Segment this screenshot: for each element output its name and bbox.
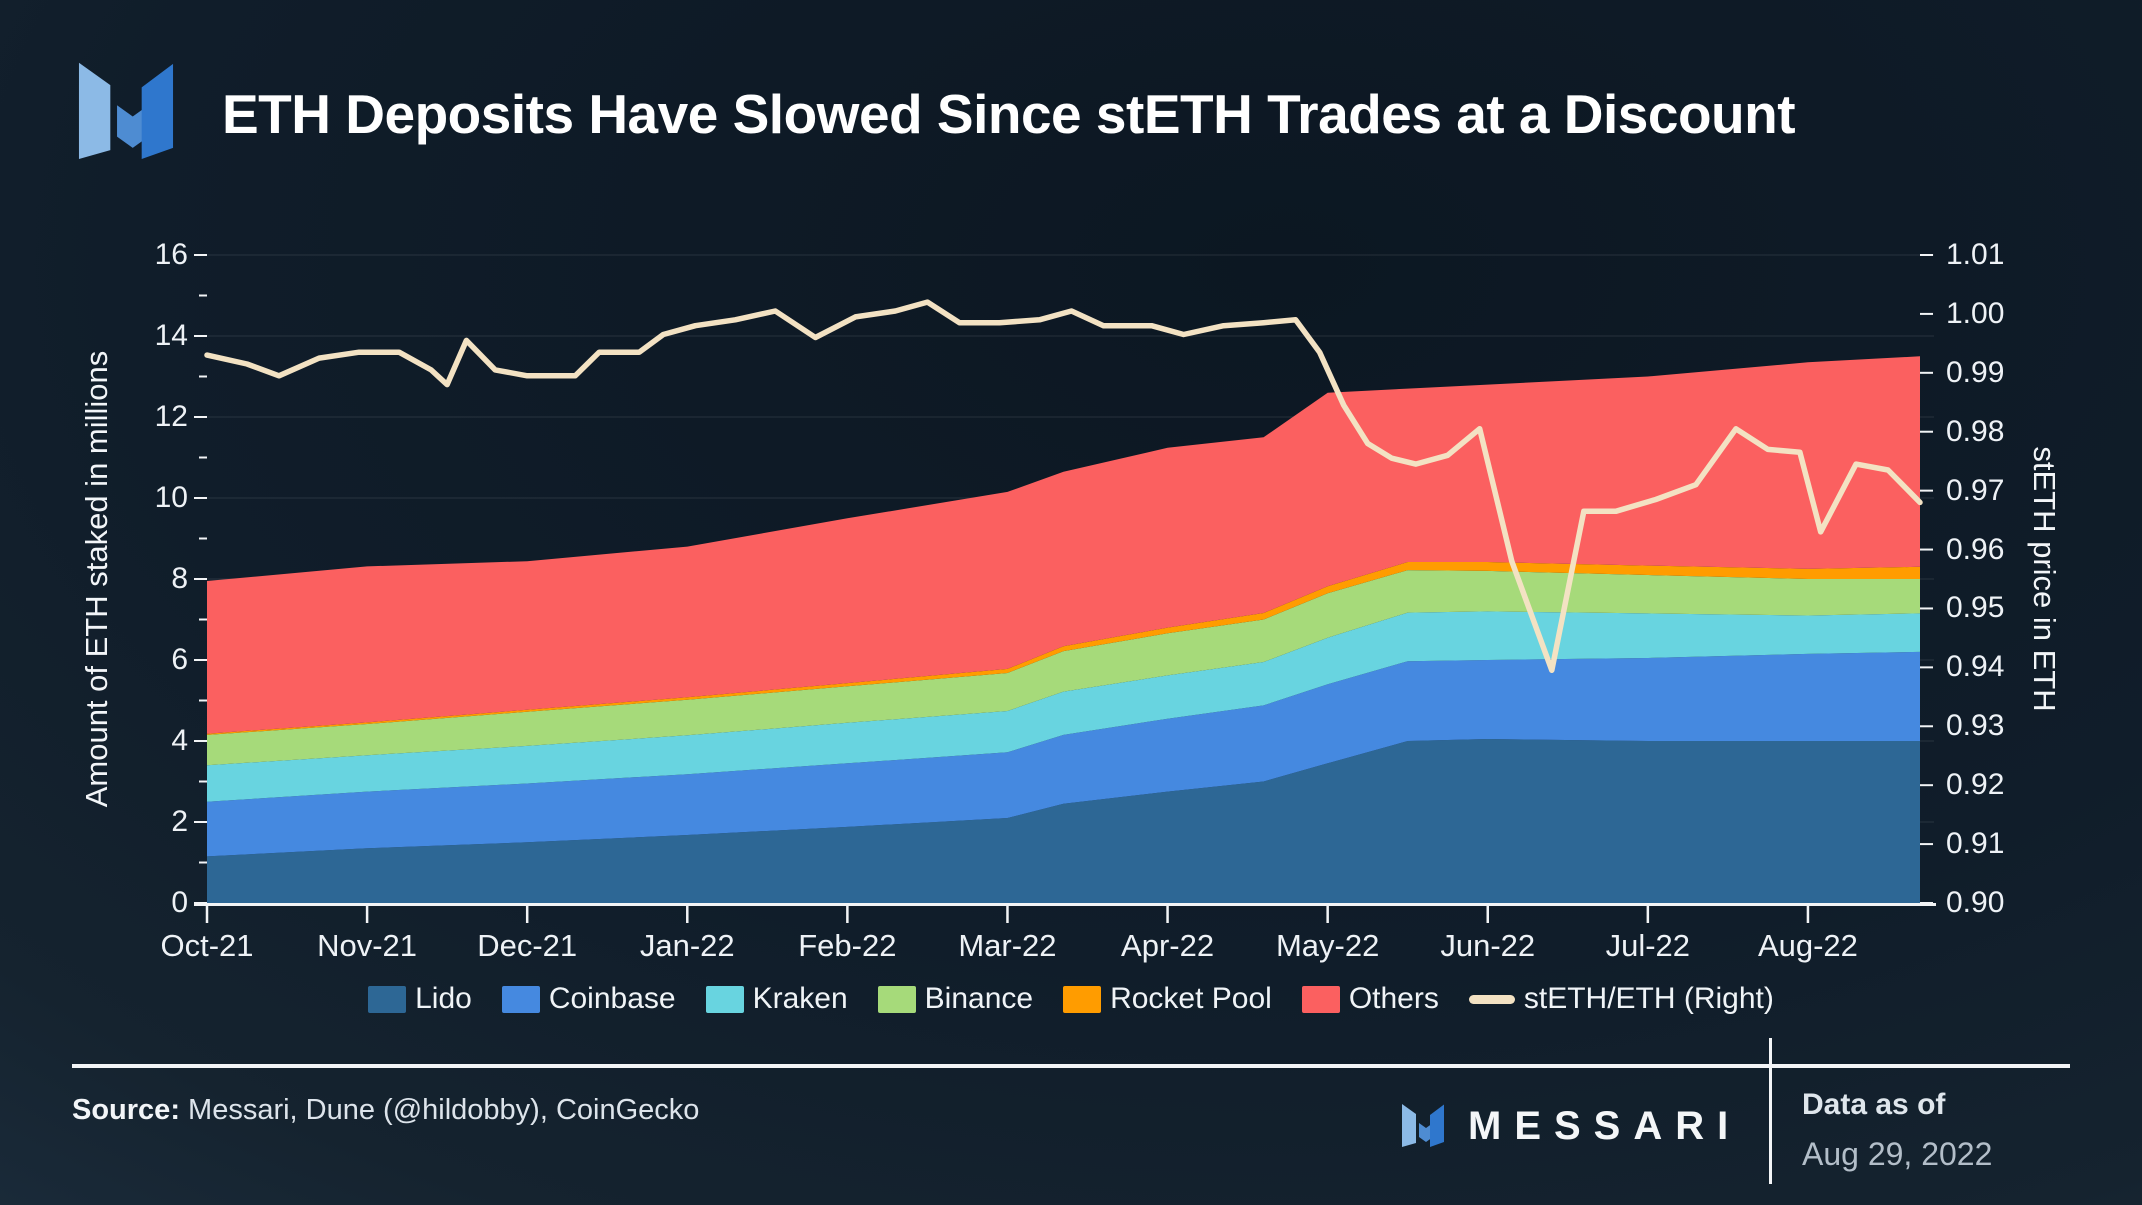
y-left-tick-label: 6	[171, 643, 188, 676]
source-line: Source: Messari, Dune (@hildobby), CoinG…	[72, 1094, 699, 1127]
messari-brand: MESSARI	[1398, 1100, 1741, 1152]
legend-item-steth-eth-right: stETH/ETH (Right)	[1468, 982, 1774, 1016]
y-right-tick-label: 0.94	[1946, 650, 2005, 684]
page-title: ETH Deposits Have Slowed Since stETH Tra…	[222, 83, 1796, 145]
x-axis-tick-label: Mar-22	[958, 928, 1057, 963]
y-right-tick-label: 0.95	[1946, 591, 2005, 625]
area-rocket-pool	[207, 562, 1920, 735]
y-right-tick-label: 0.98	[1946, 414, 2005, 448]
y-right-tick-label: 0.93	[1946, 709, 2005, 743]
legend-item-kraken: Kraken	[705, 982, 848, 1016]
x-axis-tick-label: Jan-22	[639, 928, 735, 963]
x-axis-tick-label: Feb-22	[798, 928, 897, 963]
x-axis-tick-label: Aug-22	[1757, 928, 1858, 963]
x-axis-tick-label: May-22	[1275, 928, 1380, 963]
data-as-of-label: Data as of	[1802, 1088, 1946, 1121]
y-left-tick-label: 16	[154, 238, 188, 271]
area-kraken	[207, 611, 1920, 802]
source-text: Messari, Dune (@hildobby), CoinGecko	[179, 1094, 700, 1126]
legend-color-swatch	[877, 985, 916, 1013]
y-left-tick-label: 8	[171, 562, 188, 595]
y-right-tick-label: 0.99	[1946, 355, 2005, 389]
legend-item-lido: Lido	[368, 982, 472, 1016]
y-right-tick-label: 0.97	[1946, 473, 2005, 507]
legend-line-swatch	[1468, 994, 1515, 1004]
legend-label: stETH/ETH (Right)	[1523, 982, 1774, 1015]
right-axis-title: stETH price in ETH	[2027, 446, 2062, 712]
legend-item-coinbase: Coinbase	[501, 982, 676, 1016]
legend-color-swatch	[705, 985, 744, 1013]
x-axis-tick-label: Dec-21	[477, 928, 578, 963]
legend-item-binance: Binance	[877, 982, 1034, 1016]
legend-label: Lido	[415, 982, 472, 1015]
y-right-tick-label: 0.96	[1946, 532, 2005, 566]
y-right-tick-label: 0.91	[1946, 827, 2005, 861]
footer-vertical-divider	[1769, 1038, 1772, 1184]
legend-color-swatch	[368, 985, 407, 1013]
legend-label: Kraken	[752, 982, 848, 1015]
x-axis-tick-label: Jul-22	[1605, 928, 1691, 963]
data-as-of-date: Aug 29, 2022	[1802, 1136, 1993, 1172]
legend-color-swatch	[501, 985, 540, 1013]
messari-logo-icon-small	[1402, 1104, 1444, 1147]
legend-label: Binance	[924, 982, 1034, 1015]
area-coinbase	[207, 651, 1920, 857]
x-axis-tick-label: Oct-21	[160, 928, 254, 963]
area-lido	[207, 739, 1920, 903]
source-label: Source:	[72, 1094, 180, 1126]
legend-item-others: Others	[1301, 982, 1439, 1016]
area-others	[207, 356, 1920, 734]
legend-color-swatch	[1063, 985, 1102, 1013]
steth-eth-line	[204, 299, 1923, 674]
y-left-tick-label: 14	[154, 319, 188, 352]
y-left-tick-label: 0	[171, 886, 188, 919]
legend-label: Coinbase	[548, 982, 676, 1015]
legend: Lido Coinbase Kraken Binance Rocket Pool Othe…	[0, 982, 2142, 1016]
y-right-tick-label: 0.90	[1946, 886, 2005, 919]
footer-divider	[72, 1064, 2070, 1068]
x-axis-tick-label: Apr-22	[1121, 928, 1215, 963]
legend-color-swatch	[1301, 985, 1340, 1013]
messari-wordmark: MESSARI	[1468, 1103, 1742, 1148]
y-left-tick-label: 10	[154, 481, 188, 514]
y-right-tick-label: 1.01	[1946, 238, 2005, 271]
legend-item-rocket-pool: Rocket Pool	[1063, 982, 1272, 1016]
legend-label: Others	[1348, 982, 1439, 1015]
y-left-tick-label: 12	[154, 400, 188, 433]
y-left-tick-label: 2	[171, 805, 188, 838]
y-right-tick-label: 0.92	[1946, 768, 2005, 802]
x-axis-tick-label: Jun-22	[1440, 928, 1536, 963]
legend-label: Rocket Pool	[1110, 982, 1272, 1015]
y-left-tick-label: 4	[171, 724, 188, 757]
messari-logo-icon	[78, 62, 174, 160]
x-axis-tick-label: Nov-21	[317, 928, 418, 963]
y-right-tick-label: 1.00	[1946, 296, 2005, 330]
area-binance	[207, 570, 1920, 766]
